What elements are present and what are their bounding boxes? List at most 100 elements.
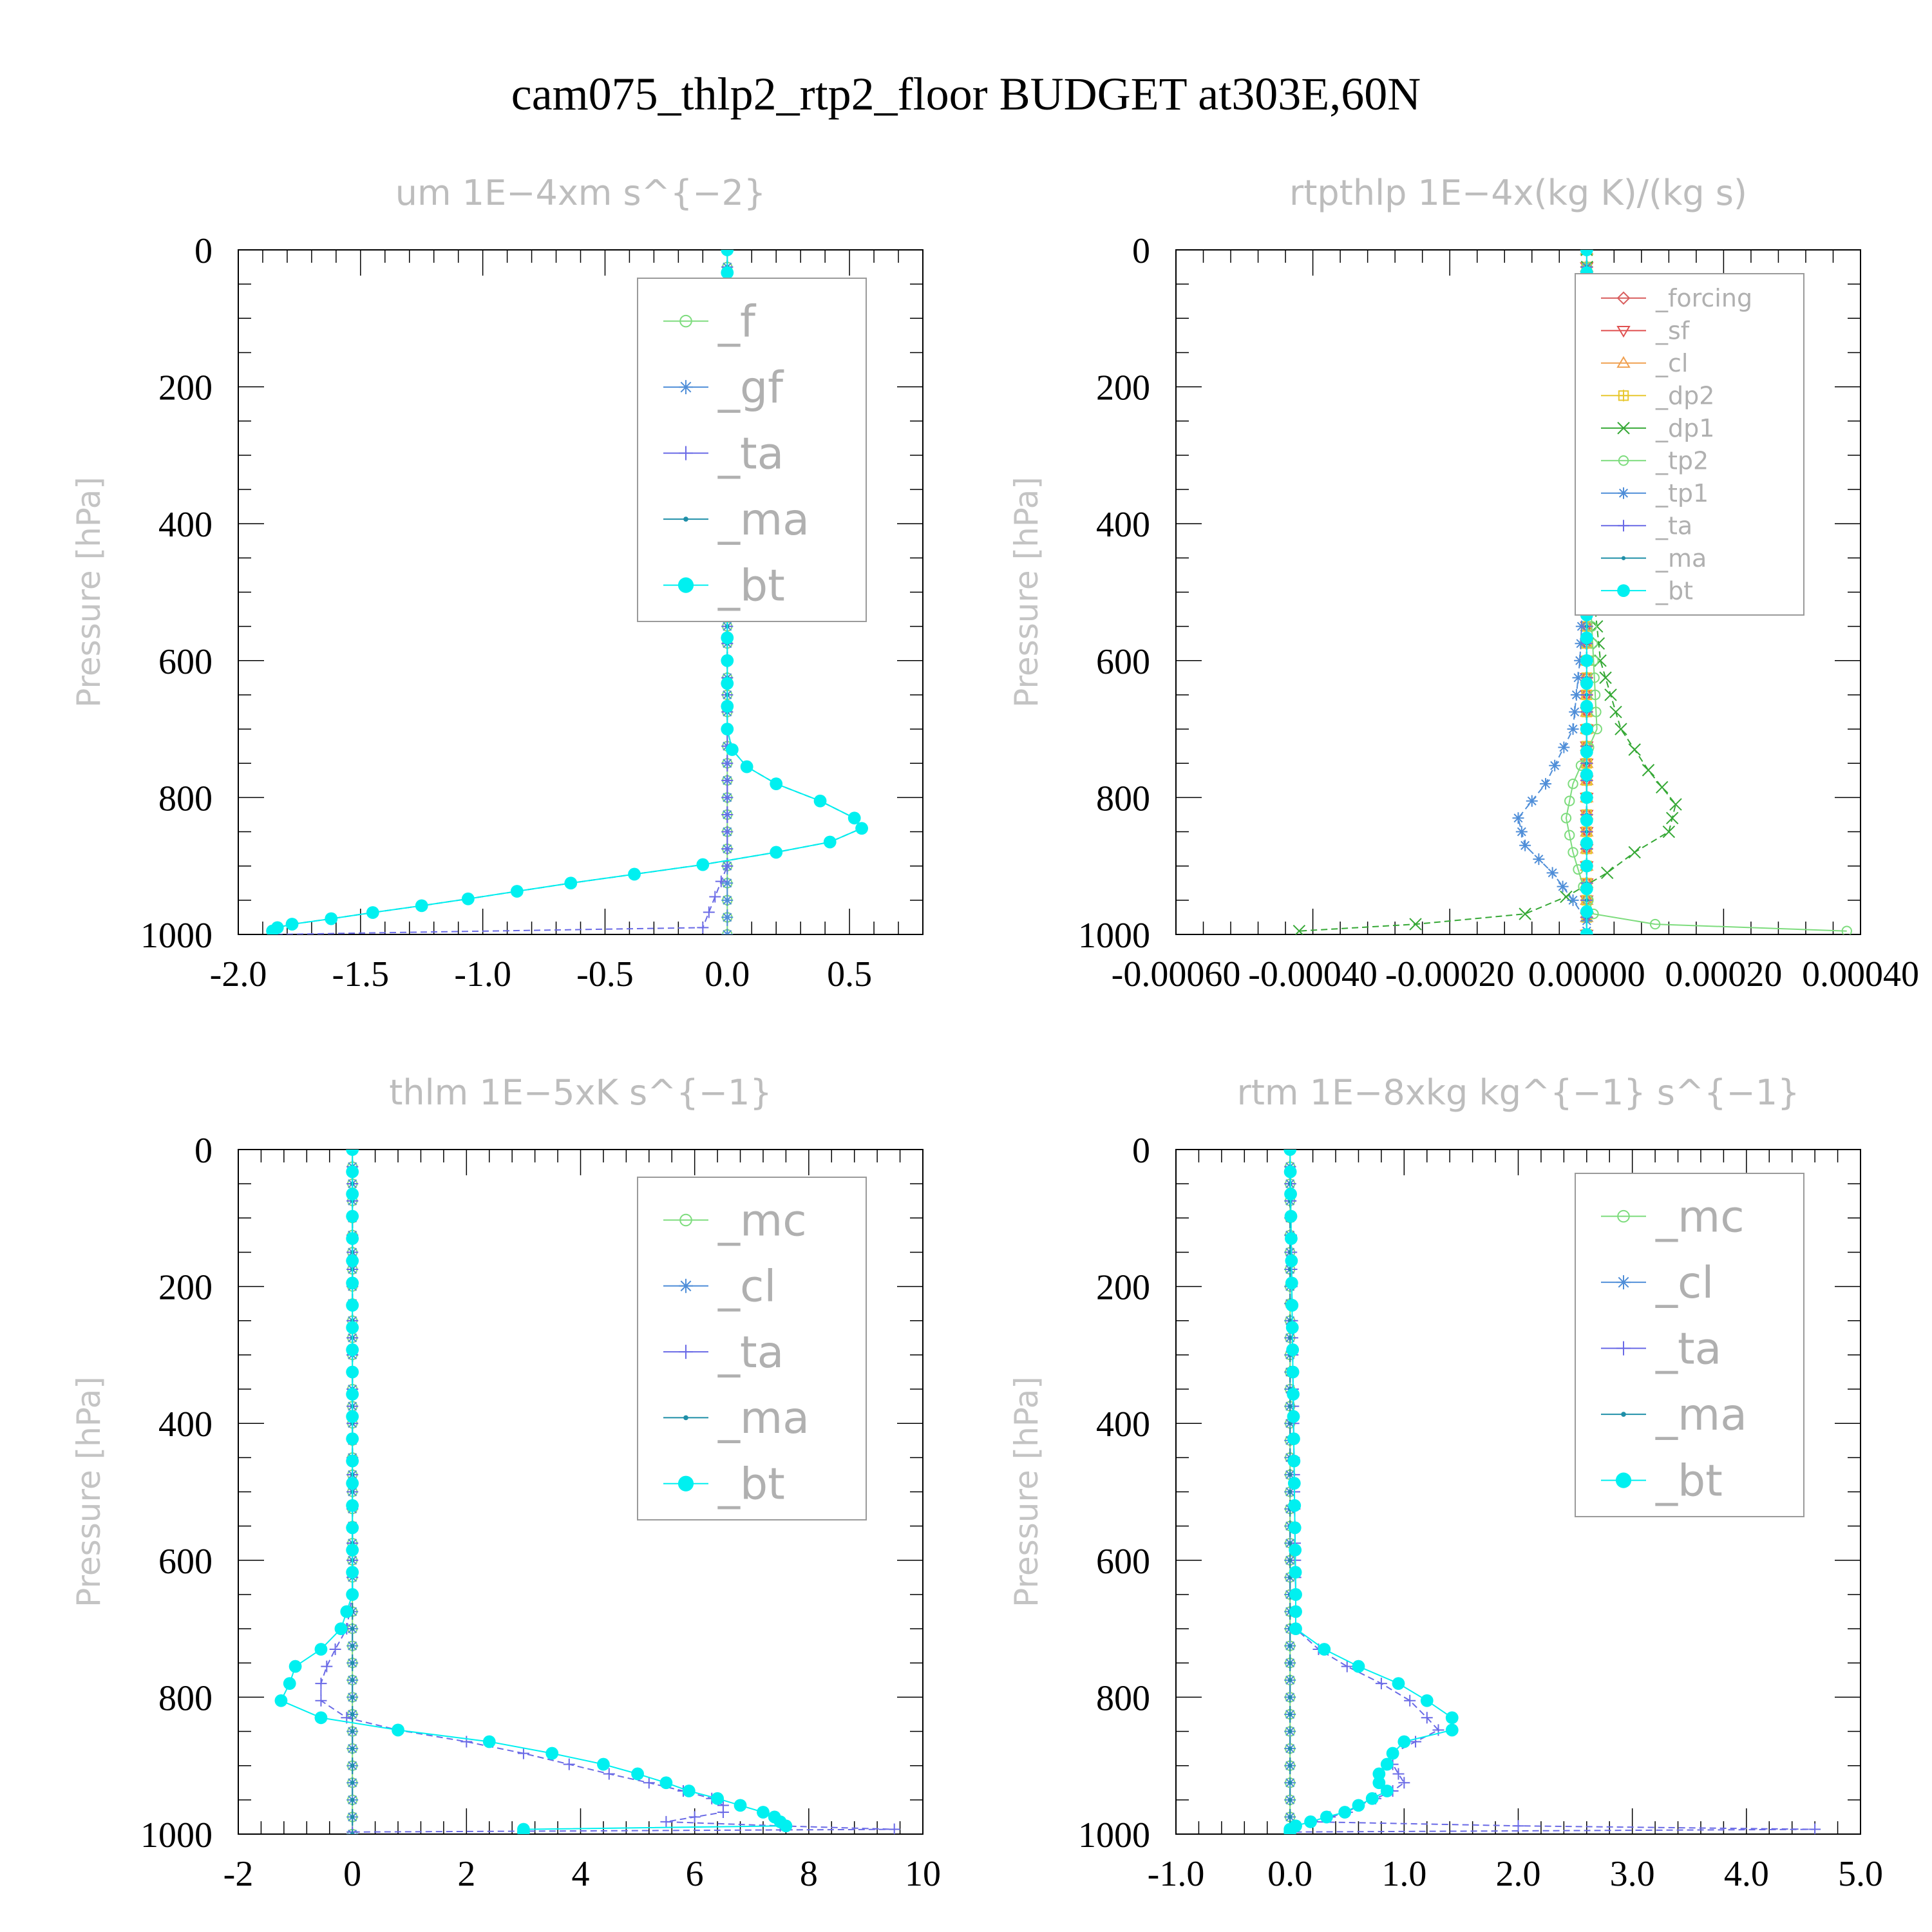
series-marker-ma xyxy=(1288,1797,1293,1803)
series-marker-bt xyxy=(346,1566,359,1579)
series-marker-bt xyxy=(734,1799,747,1812)
series-marker-dp1 xyxy=(1656,781,1669,794)
series-marker-bt xyxy=(1392,1677,1405,1690)
series-marker-dp1 xyxy=(1409,918,1422,931)
legend-swatch-marker xyxy=(679,1345,693,1359)
series-marker-bt xyxy=(1287,1410,1300,1423)
series-marker-ta xyxy=(603,1768,615,1780)
series-marker-dp1 xyxy=(1669,798,1682,811)
series-marker-ta xyxy=(1421,1712,1433,1724)
x-tick-label: -1.0 xyxy=(1148,1854,1205,1894)
series-marker-ta xyxy=(315,1678,327,1690)
x-tick-label: 2 xyxy=(457,1854,475,1894)
series-marker-bt xyxy=(1580,768,1593,781)
series-marker-gf xyxy=(721,911,734,923)
series-marker-tp2 xyxy=(1564,829,1575,841)
series-marker-bt xyxy=(823,835,837,849)
series-marker-tp1 xyxy=(1512,812,1524,824)
series-marker-tp1 xyxy=(1567,723,1579,735)
series-marker-bt xyxy=(725,743,739,756)
y-tick-label: 400 xyxy=(1096,505,1150,545)
series-marker-bt xyxy=(721,699,734,713)
series-marker-ma xyxy=(1288,1661,1293,1665)
series-marker-bt xyxy=(1580,813,1593,827)
series-marker-ta xyxy=(1392,1768,1405,1780)
legend-label: _ta xyxy=(1655,1323,1721,1374)
series-marker-ma xyxy=(1288,1781,1293,1785)
series-marker-bt xyxy=(274,1694,288,1707)
legend-label: _cl xyxy=(1655,1258,1714,1309)
series-marker-ta xyxy=(1375,1678,1387,1690)
series-marker-bt xyxy=(346,1150,359,1156)
series-marker-bt xyxy=(770,846,783,859)
series-marker-dp1 xyxy=(1665,811,1679,824)
x-tick-label: 1.0 xyxy=(1381,1854,1426,1894)
series-marker-ta xyxy=(717,1806,729,1818)
series-marker-bt xyxy=(1288,1521,1302,1535)
legend: _mc _cl _ta _ma _bt xyxy=(637,1177,867,1520)
series-marker-bt xyxy=(314,1711,328,1725)
series-marker-bt xyxy=(1365,1792,1379,1805)
x-tick-label: -1.5 xyxy=(332,954,389,994)
series-marker-bt xyxy=(1352,1660,1365,1673)
series-marker-dp1 xyxy=(1628,846,1641,859)
series-marker-bt xyxy=(711,1792,724,1805)
series-marker-dp1 xyxy=(1519,907,1531,920)
series-marker-tp1 xyxy=(1567,894,1579,906)
legend-swatch-marker xyxy=(1621,556,1626,560)
series-marker-ma xyxy=(350,1643,355,1648)
series-marker-bt xyxy=(1289,1566,1302,1579)
series-marker-bt xyxy=(346,1276,359,1290)
series-marker-bt xyxy=(346,1165,359,1179)
series-marker-bt xyxy=(1287,1454,1301,1468)
series-marker-bt xyxy=(1283,1825,1297,1834)
series-marker-bt xyxy=(770,777,783,791)
series-marker-ta xyxy=(1404,1694,1416,1707)
series-marker-bt xyxy=(1284,1188,1297,1200)
series-marker-bt xyxy=(1580,745,1593,759)
legend-label: _ta xyxy=(717,1327,784,1378)
series-marker-ma xyxy=(1288,1472,1293,1477)
series-marker-ma xyxy=(1288,1695,1293,1700)
y-tick-label: 1000 xyxy=(140,916,213,956)
series-marker-bt xyxy=(1445,1723,1459,1737)
y-tick-label: 200 xyxy=(1096,368,1150,408)
series-marker-bt xyxy=(1580,837,1593,850)
y-axis-label: Pressure [hPa] xyxy=(70,477,108,708)
series-marker-tp2 xyxy=(1567,847,1578,858)
x-tick-label: 8 xyxy=(800,1854,818,1894)
series-marker-ma xyxy=(1288,1643,1293,1648)
series-marker-bt xyxy=(1580,250,1593,256)
legend-box xyxy=(637,278,867,622)
series-marker-bt xyxy=(545,1747,559,1760)
series-marker-bt xyxy=(510,885,524,898)
series-marker-bt xyxy=(346,1232,359,1245)
series-marker-bt xyxy=(1285,1232,1298,1245)
series-marker-tp1 xyxy=(1570,688,1582,701)
x-tick-label: -0.00060 xyxy=(1112,954,1241,994)
series-marker-bt xyxy=(366,906,379,919)
series-marker-ta xyxy=(715,875,727,887)
series-marker-tp2 xyxy=(1567,778,1578,790)
legend-swatch-marker xyxy=(1617,584,1630,598)
series-marker-ma xyxy=(350,1832,355,1834)
y-tick-label: 400 xyxy=(158,1405,213,1444)
series-marker-bt xyxy=(1285,1298,1299,1312)
series-marker-bt xyxy=(346,1432,359,1446)
series-marker-bt xyxy=(1288,1499,1302,1512)
legend-label: _bt xyxy=(1655,1455,1723,1506)
x-tick-label: 5.0 xyxy=(1838,1854,1883,1894)
y-tick-label: 600 xyxy=(158,1542,213,1582)
legend-box xyxy=(637,1177,867,1520)
legend: _mc _cl _ta _ma _bt xyxy=(1575,1173,1804,1517)
series-marker-bt xyxy=(285,918,299,931)
x-tick-label: 0.00000 xyxy=(1528,954,1645,994)
series-marker-bt xyxy=(1286,1365,1300,1379)
series-marker-tp1 xyxy=(1526,795,1538,807)
series-marker-ma xyxy=(350,1781,355,1785)
legend-label: _gf xyxy=(717,363,784,413)
legend-swatch-marker xyxy=(1617,422,1630,435)
series-marker-ta xyxy=(688,1811,701,1823)
series-marker-ta xyxy=(643,1777,655,1789)
legend-swatch-marker xyxy=(677,577,694,593)
